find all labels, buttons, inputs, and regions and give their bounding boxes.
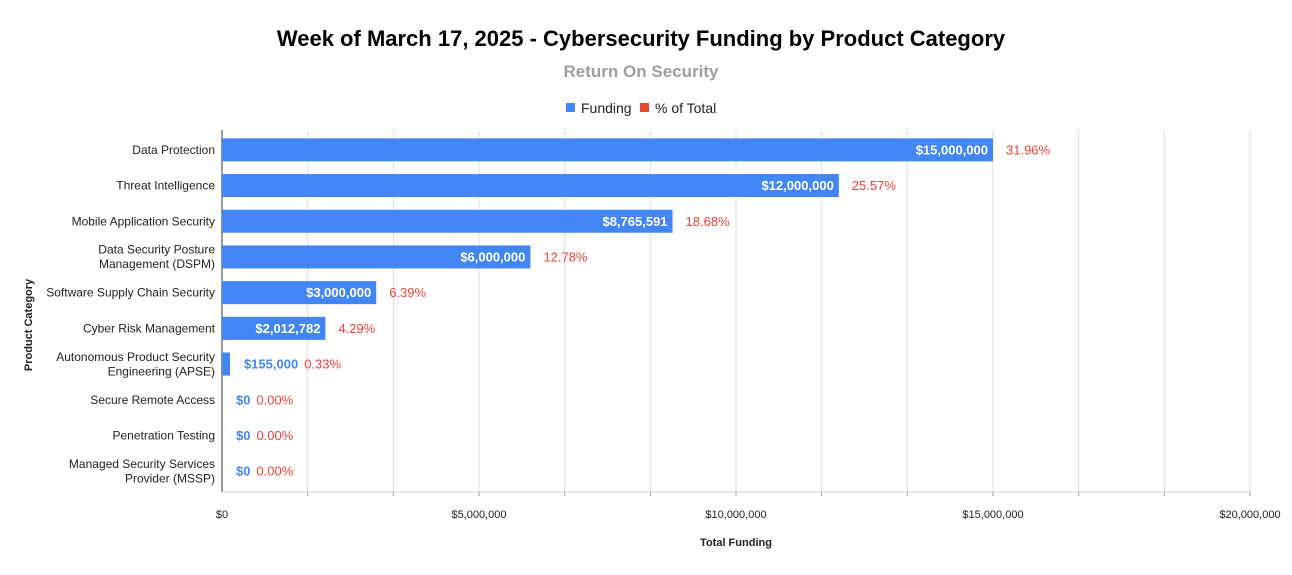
percent-label: 0.00%: [256, 428, 293, 443]
funding-value-label: $2,012,782: [255, 321, 320, 336]
funding-value-label: $0: [236, 392, 250, 407]
chart-subtitle: Return On Security: [564, 62, 719, 81]
category-labels: Data Protection Threat Intelligence Mobile…: [46, 143, 215, 486]
category-label: Data Protection: [132, 143, 215, 157]
x-tick-label: $20,000,000: [1219, 509, 1280, 521]
legend-label-percent: % of Total: [655, 100, 716, 116]
legend: Funding % of Total: [566, 100, 716, 116]
bars: $15,000,000 31.96% $12,000,000 25.57% $8,765…: [222, 138, 1051, 479]
x-tick-label: $0: [216, 509, 228, 521]
percent-label: 6.39%: [389, 285, 426, 300]
category-label: Management (DSPM): [99, 257, 215, 271]
percent-label: 12.78%: [543, 249, 588, 264]
funding-value-label: $0: [236, 464, 250, 479]
percent-label: 31.96%: [1006, 142, 1051, 157]
percent-label: 18.68%: [686, 214, 731, 229]
percent-label: 0.00%: [256, 464, 293, 479]
funding-value-label: $15,000,000: [916, 142, 988, 157]
funding-bar: [222, 138, 993, 162]
chart-title: Week of March 17, 2025 - Cybersecurity F…: [277, 26, 1006, 51]
funding-bar: [222, 352, 230, 376]
category-label: Software Supply Chain Security: [46, 286, 215, 300]
category-label: Engineering (APSE): [108, 364, 215, 378]
funding-value-label: $6,000,000: [460, 249, 525, 264]
category-label: Mobile Application Security: [72, 214, 215, 228]
x-tick-label: $15,000,000: [962, 509, 1023, 521]
funding-value-label: $12,000,000: [762, 178, 834, 193]
x-axis-title: Total Funding: [700, 537, 772, 549]
percent-label: 4.29%: [338, 321, 375, 336]
category-label: Cyber Risk Management: [83, 321, 216, 335]
percent-label: 0.00%: [256, 392, 293, 407]
category-label: Managed Security Services: [69, 457, 215, 471]
category-label: Autonomous Product Security: [56, 350, 215, 364]
legend-swatch-funding: [566, 103, 575, 112]
x-tick-label: $5,000,000: [451, 509, 506, 521]
funding-bar: [222, 245, 531, 269]
x-tick-label: $10,000,000: [705, 509, 766, 521]
funding-bar: [222, 316, 326, 340]
legend-swatch-percent: [640, 103, 649, 112]
percent-label: 25.57%: [852, 178, 897, 193]
category-label: Data Security Posture: [98, 243, 215, 257]
category-label: Secure Remote Access: [90, 393, 215, 407]
funding-value-label: $0: [236, 428, 250, 443]
category-label: Provider (MSSP): [125, 471, 215, 485]
legend-label-funding: Funding: [581, 100, 632, 116]
funding-bar: [222, 209, 673, 233]
percent-label: 0.33%: [304, 357, 341, 372]
funding-bar: [222, 281, 377, 305]
funding-value-label: $155,000: [244, 357, 298, 372]
x-tick-labels: $0 $5,000,000 $10,000,000 $15,000,000 $20,00…: [216, 509, 1281, 521]
y-axis-title: Product Category: [23, 278, 35, 371]
category-label: Threat Intelligence: [116, 179, 215, 193]
funding-value-label: $8,765,591: [602, 214, 667, 229]
category-label: Penetration Testing: [112, 428, 215, 442]
funding-bar: [222, 174, 839, 198]
funding-value-label: $3,000,000: [306, 285, 371, 300]
